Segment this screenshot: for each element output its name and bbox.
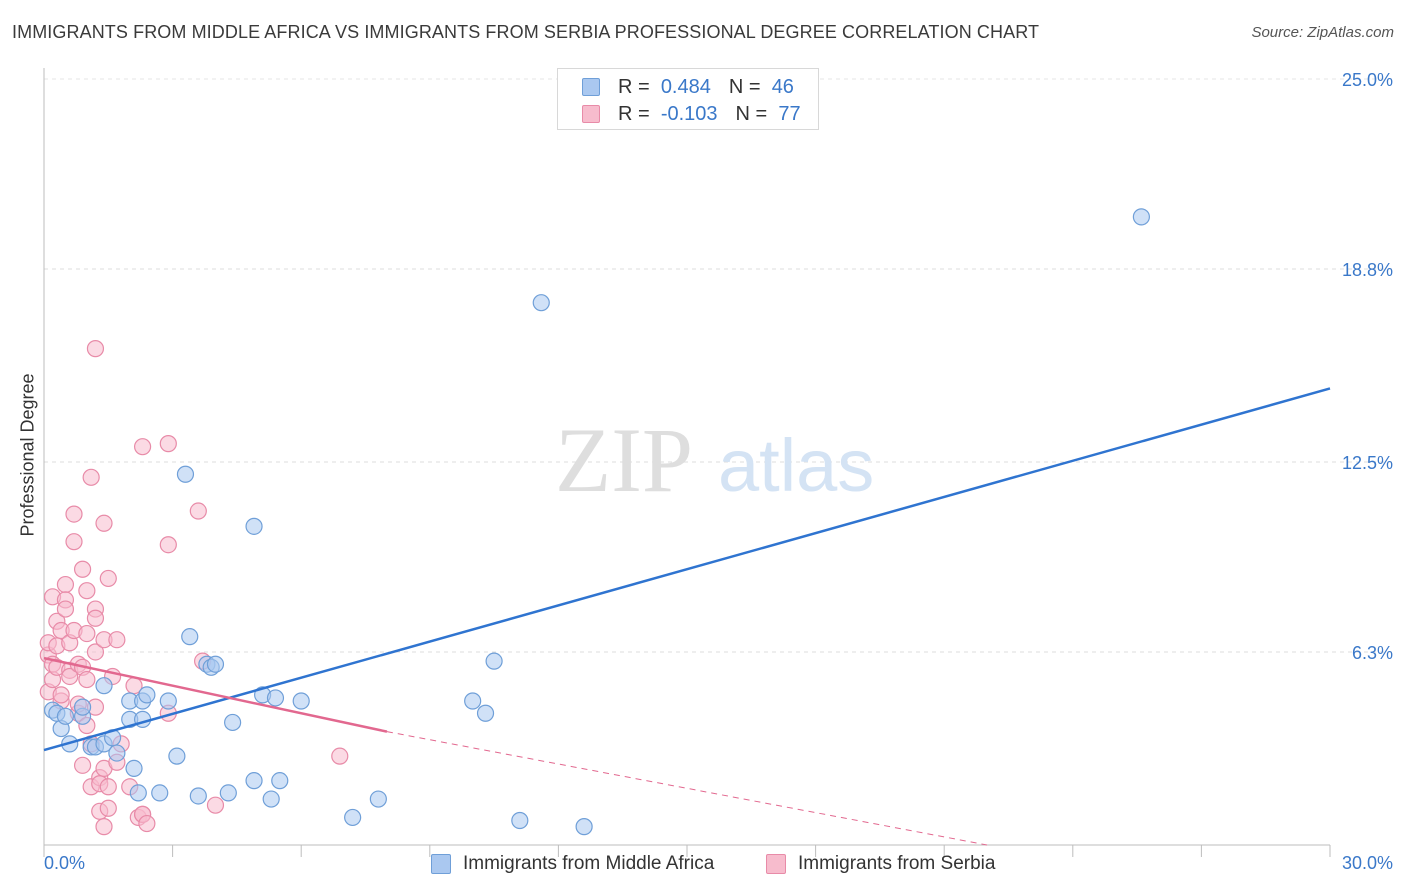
serbia-point	[99, 569, 117, 588]
middle-africa-point	[344, 808, 362, 827]
serbia-point	[56, 575, 75, 594]
middle-africa-point	[485, 652, 503, 670]
serbia-point	[331, 747, 349, 765]
middle-africa-point	[168, 747, 186, 765]
serbia-point	[86, 340, 105, 358]
middle-africa-point	[159, 692, 177, 710]
serbia-point	[95, 818, 113, 836]
serbia-point	[86, 609, 105, 627]
y-axis-label: Professional Degree	[17, 373, 38, 537]
serbia-point	[78, 670, 96, 689]
serbia-point	[56, 600, 75, 618]
legend-n-value: 46	[771, 75, 794, 98]
y-tick-label: 25.0%	[1342, 70, 1393, 90]
chart-title: IMMIGRANTS FROM MIDDLE AFRICA VS IMMIGRA…	[12, 22, 1040, 42]
serbia-point	[99, 778, 117, 796]
series-swatch-middle-africa	[431, 854, 451, 874]
middle-africa-point	[129, 784, 147, 802]
watermark: ZIP atlas	[555, 409, 874, 511]
series-legend-middle-africa: Immigrants from Middle Africa	[431, 851, 714, 877]
middle-africa-point	[476, 704, 495, 722]
series-serbia-points	[39, 340, 349, 836]
middle-africa-point	[532, 294, 550, 312]
trend-line-serbia-extension	[386, 731, 988, 846]
y-tick-label: 18.8%	[1342, 260, 1393, 280]
x-tick-label-max: 30.0%	[1342, 853, 1393, 873]
source-credit: Source: ZipAtlas.com	[1251, 24, 1394, 41]
x-tick-label-min: 0.0%	[44, 853, 85, 873]
legend-row-serbia: R = -0.103 N = 77	[582, 102, 801, 126]
gridlines	[44, 78, 1393, 653]
serbia-point	[99, 799, 117, 817]
axes	[43, 68, 1331, 857]
y-tick-label: 6.3%	[1352, 643, 1393, 663]
series-legend-serbia: Immigrants from Serbia	[766, 851, 995, 877]
legend-r-value: 0.484	[660, 75, 711, 98]
middle-africa-point	[575, 818, 593, 836]
serbia-point	[86, 643, 105, 661]
serbia-point	[138, 814, 156, 833]
series-middle-africa-points	[43, 208, 1150, 836]
legend-swatch-serbia	[582, 105, 600, 123]
middle-africa-point	[108, 744, 126, 762]
legend-n-label: N =	[735, 102, 768, 125]
serbia-point	[73, 560, 92, 578]
serbia-point	[108, 631, 126, 649]
middle-africa-point	[464, 692, 482, 710]
stats-legend: R = 0.484 N = 46 R = -0.103 N = 77	[557, 68, 819, 130]
serbia-point	[78, 582, 96, 600]
series-swatch-serbia	[766, 854, 786, 874]
middle-africa-point	[189, 787, 207, 805]
series-label-serbia: Immigrants from Serbia	[798, 853, 996, 874]
legend-row-middle-africa: R = 0.484 N = 46	[582, 75, 794, 99]
middle-africa-point	[245, 517, 263, 535]
watermark-zip: ZIP	[555, 409, 693, 511]
serbia-point	[82, 468, 100, 486]
legend-r-label: R =	[618, 102, 650, 125]
legend-r-label: R =	[618, 75, 650, 98]
middle-africa-point	[1132, 208, 1150, 226]
serbia-point	[133, 438, 152, 456]
middle-africa-point	[206, 655, 225, 673]
middle-africa-point	[73, 698, 92, 716]
serbia-point	[159, 536, 177, 554]
middle-africa-point	[224, 713, 242, 732]
middle-africa-point	[125, 759, 143, 778]
trend-line-serbia	[43, 656, 388, 733]
serbia-point	[52, 686, 70, 704]
middle-africa-point	[266, 689, 285, 707]
legend-n-label: N =	[728, 75, 761, 98]
middle-africa-point	[95, 677, 113, 695]
serbia-point	[73, 756, 92, 774]
serbia-point	[65, 505, 83, 523]
legend-r-value: -0.103	[660, 102, 718, 125]
legend-n-value: 77	[778, 102, 801, 125]
middle-africa-point	[56, 707, 75, 725]
middle-africa-point	[511, 811, 529, 830]
middle-africa-point	[271, 772, 289, 790]
trend-line-middle-africa	[43, 387, 1331, 752]
y-tick-label: 12.5%	[1342, 453, 1393, 473]
middle-africa-point	[181, 628, 199, 646]
serbia-point	[95, 514, 113, 532]
series-label-middle-africa: Immigrants from Middle Africa	[463, 853, 715, 874]
tick-labels: 6.3% 12.5% 18.8% 25.0% 0.0% 30.0%	[44, 70, 1393, 873]
serbia-point	[65, 533, 83, 551]
middle-africa-point	[292, 692, 310, 710]
serbia-point	[189, 502, 207, 520]
serbia-point	[61, 667, 79, 686]
serbia-point	[206, 796, 225, 814]
serbia-point	[78, 624, 96, 643]
watermark-atlas: atlas	[718, 424, 874, 507]
middle-africa-point	[262, 790, 280, 808]
serbia-point	[159, 435, 177, 453]
middle-africa-point	[138, 686, 156, 704]
middle-africa-point	[245, 772, 263, 790]
middle-africa-point	[151, 784, 169, 802]
legend-swatch-middle-africa	[582, 78, 600, 96]
middle-africa-point	[219, 784, 237, 802]
middle-africa-point	[369, 790, 387, 808]
middle-africa-point	[176, 465, 195, 483]
